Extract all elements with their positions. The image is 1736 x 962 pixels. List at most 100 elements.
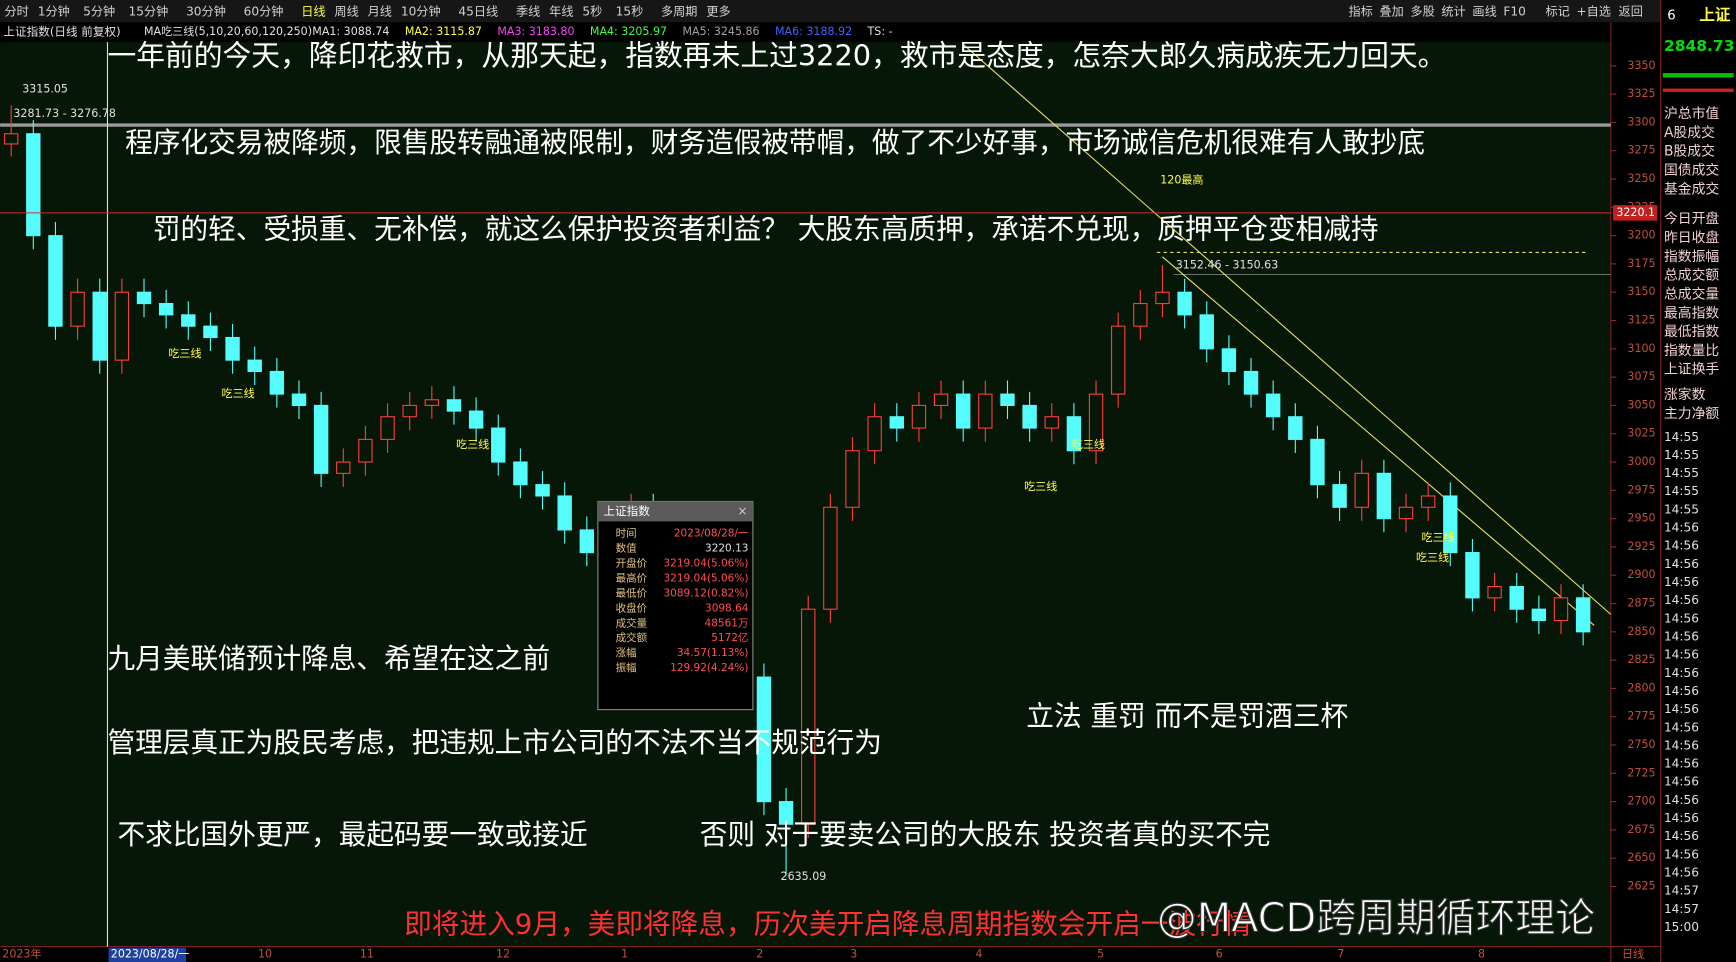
candle-body (978, 393, 993, 429)
tooltip-label: 最高价 (616, 571, 648, 584)
toolbar-item[interactable]: 月线 (368, 5, 392, 19)
ma-name: MA吃三线(5,10,20,60,120,250) (144, 24, 312, 38)
toolbar-item[interactable]: 返回 (1619, 5, 1643, 19)
ma-value: MA5: 3245.86 (682, 25, 759, 38)
candle-body (1243, 370, 1259, 395)
tooltip-value: 3220.13 (705, 543, 748, 555)
comment: 否则 对于要卖公司的大股东 投资者真的买不完 (700, 818, 1271, 851)
x-tick-label: 2023/08/28/一 (111, 947, 190, 960)
candle-body (845, 450, 860, 508)
toolbar-item[interactable]: 5秒 (582, 5, 602, 19)
y-tick-label: 3250 (1627, 172, 1655, 185)
toolbar-item[interactable]: 季线 (516, 5, 540, 19)
x-tick-label: 10 (258, 947, 272, 960)
tooltip-title: 上证指数 (603, 504, 650, 518)
candle-body (380, 416, 395, 440)
panel-field: 指数振幅 (1664, 249, 1719, 265)
toolbar-item[interactable]: 标记 (1545, 5, 1569, 19)
ma-value: MA4: 3205.97 (590, 25, 667, 38)
candle-body (557, 495, 572, 531)
toolbar-item[interactable]: +自选 (1576, 5, 1611, 19)
toolbar-item[interactable]: 画线 (1472, 5, 1496, 19)
panel-time: 14:56 (1664, 811, 1699, 825)
toolbar-item[interactable]: 1分钟 (38, 4, 70, 19)
toolbar-item[interactable]: 15秒 (616, 5, 644, 19)
toolbar-item[interactable]: 分时 (5, 5, 29, 19)
toolbar-item[interactable]: 日线 (301, 5, 325, 19)
tooltip-close[interactable]: × (737, 504, 747, 518)
toolbar-item[interactable]: 10分钟 (401, 4, 441, 19)
panel-time: 14:55 (1664, 466, 1699, 480)
y-tick-label: 3000 (1627, 455, 1655, 468)
y-tick-label: 2875 (1627, 597, 1655, 610)
comment: 程序化交易被降频，限售股转融通被限制，财务造假被带帽，做了不少好事，市场诚信危机… (125, 126, 1425, 159)
price-note: 120最高 (1160, 172, 1203, 186)
tooltip-label: 数值 (616, 542, 637, 555)
candle-body (1066, 416, 1082, 452)
toolbar-item[interactable]: F10 (1503, 5, 1525, 19)
candle-body (889, 416, 904, 429)
panel-field: 最低指数 (1664, 324, 1719, 340)
y-tick-label: 3025 (1627, 427, 1655, 440)
toolbar-item[interactable]: 15分钟 (129, 4, 169, 19)
candle-body (867, 416, 882, 452)
panel-field: 沪总市值 (1664, 105, 1719, 122)
price-note: 吃三线 (168, 346, 201, 360)
toolbar-item[interactable]: 60分钟 (244, 4, 284, 19)
toolbar-item[interactable]: 45日线 (458, 5, 498, 19)
toolbar-item[interactable]: 叠加 (1379, 5, 1403, 19)
candle-body (26, 133, 41, 237)
tooltip-label: 最低价 (616, 586, 648, 599)
candle-body (756, 676, 772, 803)
tooltip (597, 500, 754, 711)
candle-body (70, 291, 85, 327)
panel-time: 14:57 (1664, 884, 1699, 898)
candle-body (1022, 404, 1037, 429)
tooltip-header (597, 501, 753, 522)
x-tick-label: 8 (1478, 947, 1485, 960)
candle-body (1110, 325, 1126, 395)
x-tick-label: 7 (1337, 947, 1344, 960)
x-tick-label: 3 (850, 947, 857, 960)
toolbar-item[interactable]: 多周期 (661, 5, 697, 19)
toolbar-item[interactable]: 5分钟 (83, 4, 115, 19)
panel-time: 15:00 (1664, 920, 1699, 934)
y-tick-label: 3350 (1627, 59, 1655, 72)
candle-body (203, 325, 218, 339)
price-note: 吃三线 (456, 437, 489, 451)
panel-time: 14:56 (1664, 539, 1699, 553)
toolbar-item[interactable]: 统计 (1441, 5, 1465, 19)
candle-body (1155, 291, 1170, 305)
panel-time: 14:56 (1664, 521, 1699, 535)
panel-field: 上证换手 (1664, 361, 1719, 378)
toolbar-item[interactable]: 30分钟 (186, 4, 226, 19)
level-label: 3220.1 (1616, 206, 1655, 219)
toolbar-item[interactable]: 指标 (1348, 4, 1372, 19)
panel-field: 国债成交 (1664, 161, 1719, 178)
tooltip-label: 振幅 (616, 661, 637, 674)
y-tick-label: 2725 (1627, 766, 1655, 779)
y-tick-label: 3075 (1627, 370, 1655, 383)
panel-field: 基金成交 (1664, 180, 1719, 197)
candle-body (579, 529, 595, 554)
toolbar-item[interactable]: 年线 (549, 5, 573, 19)
toolbar-item[interactable]: 更多 (706, 5, 730, 19)
toolbar-item[interactable]: 多股 (1410, 5, 1434, 19)
y-tick-label: 3275 (1627, 144, 1655, 157)
panel-time: 14:56 (1664, 738, 1699, 752)
panel-time: 14:56 (1664, 793, 1699, 807)
price-note: 吃三线 (222, 386, 255, 400)
tooltip-value: 129.92(4.24%) (670, 662, 748, 674)
candle-body (269, 370, 285, 395)
candle-body (513, 461, 528, 486)
panel-field: B股成交 (1664, 143, 1715, 160)
tooltip-label: 开盘价 (616, 556, 648, 569)
panel-field: 总成交量 (1664, 285, 1719, 302)
x-tick-label: 6 (1216, 947, 1223, 960)
toolbar-item[interactable]: 周线 (334, 5, 358, 19)
panel-time: 14:56 (1664, 648, 1699, 662)
panel-field: 总成交额 (1664, 267, 1719, 284)
tooltip-value: 34.57(1.13%) (677, 647, 749, 659)
